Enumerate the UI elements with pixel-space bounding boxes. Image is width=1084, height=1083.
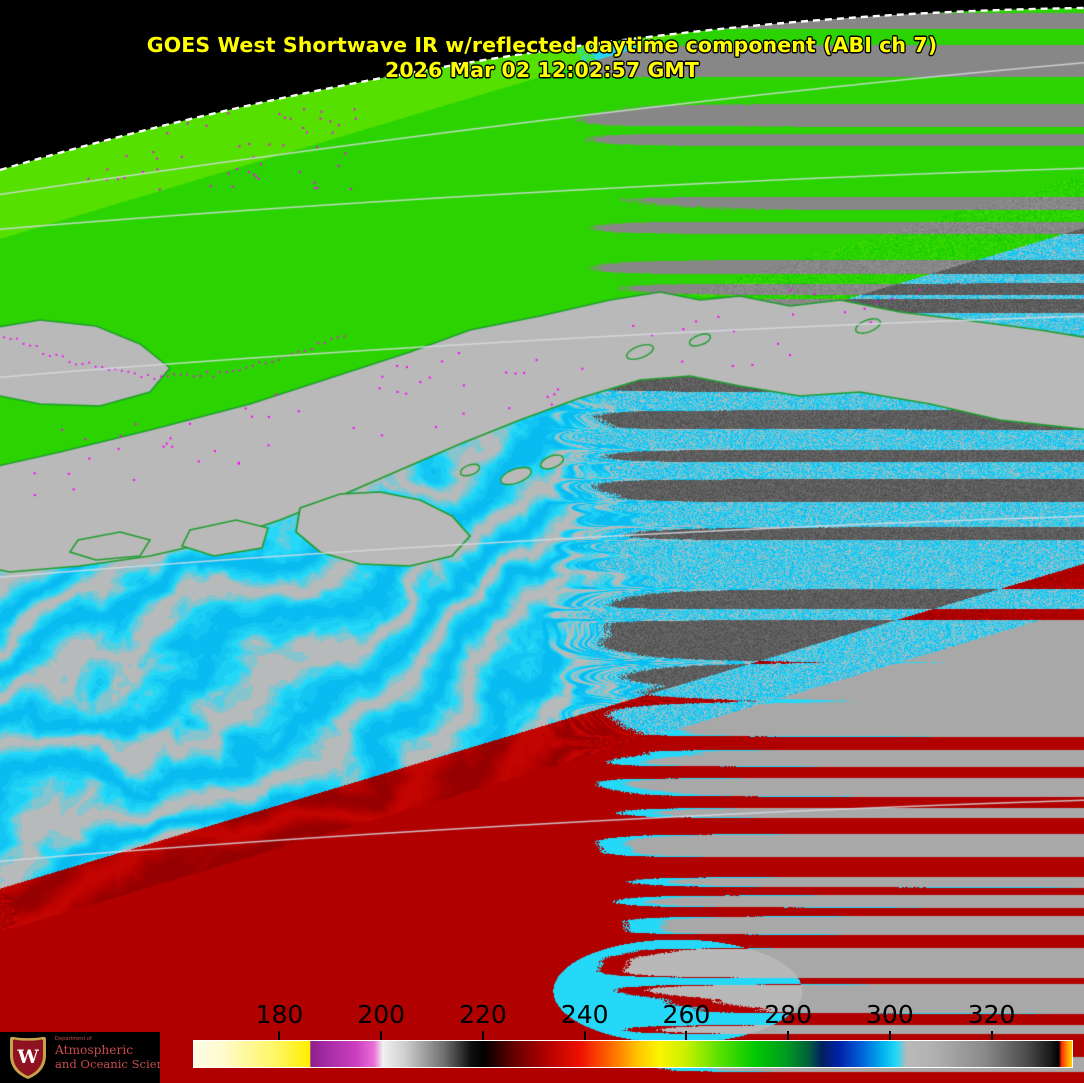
colorbar-tick-label: 180	[255, 1000, 304, 1029]
colorbar-tick-label: 300	[866, 1000, 914, 1029]
colorbar-tick	[990, 1031, 993, 1040]
colorbar-tick-label: 320	[967, 1000, 1016, 1029]
uw-aos-logo: W Department of Atmospheric and Oceanic …	[0, 1032, 160, 1083]
colorbar-tick-labels: 180 200 220 240 260 280 300 320	[193, 1000, 1073, 1032]
svg-text:W: W	[16, 1046, 39, 1068]
colorbar: 180 200 220 240 260 280 300 320	[193, 1000, 1073, 1068]
colorbar-gradient	[193, 1040, 1073, 1068]
colorbar-tick	[787, 1031, 790, 1040]
colorbar-tick-label: 260	[662, 1000, 711, 1029]
colorbar-tick-label: 240	[560, 1000, 609, 1029]
uw-logo-text: Department of Atmospheric and Oceanic Sc…	[55, 1036, 160, 1071]
colorbar-tick	[888, 1031, 891, 1040]
uw-name-line-2: and Oceanic Sciences	[55, 1057, 160, 1071]
colorbar-tick	[380, 1031, 383, 1040]
colorbar-tick-marks	[193, 1031, 1073, 1040]
uw-crest-icon: W	[10, 1036, 46, 1079]
colorbar-tick	[278, 1031, 281, 1040]
colorbar-tick-label: 220	[459, 1000, 507, 1029]
uw-department-label: Department of	[55, 1036, 92, 1042]
colorbar-tick	[481, 1031, 484, 1040]
colorbar-tick-label: 280	[764, 1000, 812, 1029]
uw-name-line-1: Atmospheric	[55, 1043, 134, 1057]
colorbar-tick	[583, 1031, 586, 1040]
colorbar-tick-label: 200	[357, 1000, 406, 1029]
colorbar-tick	[685, 1031, 688, 1040]
